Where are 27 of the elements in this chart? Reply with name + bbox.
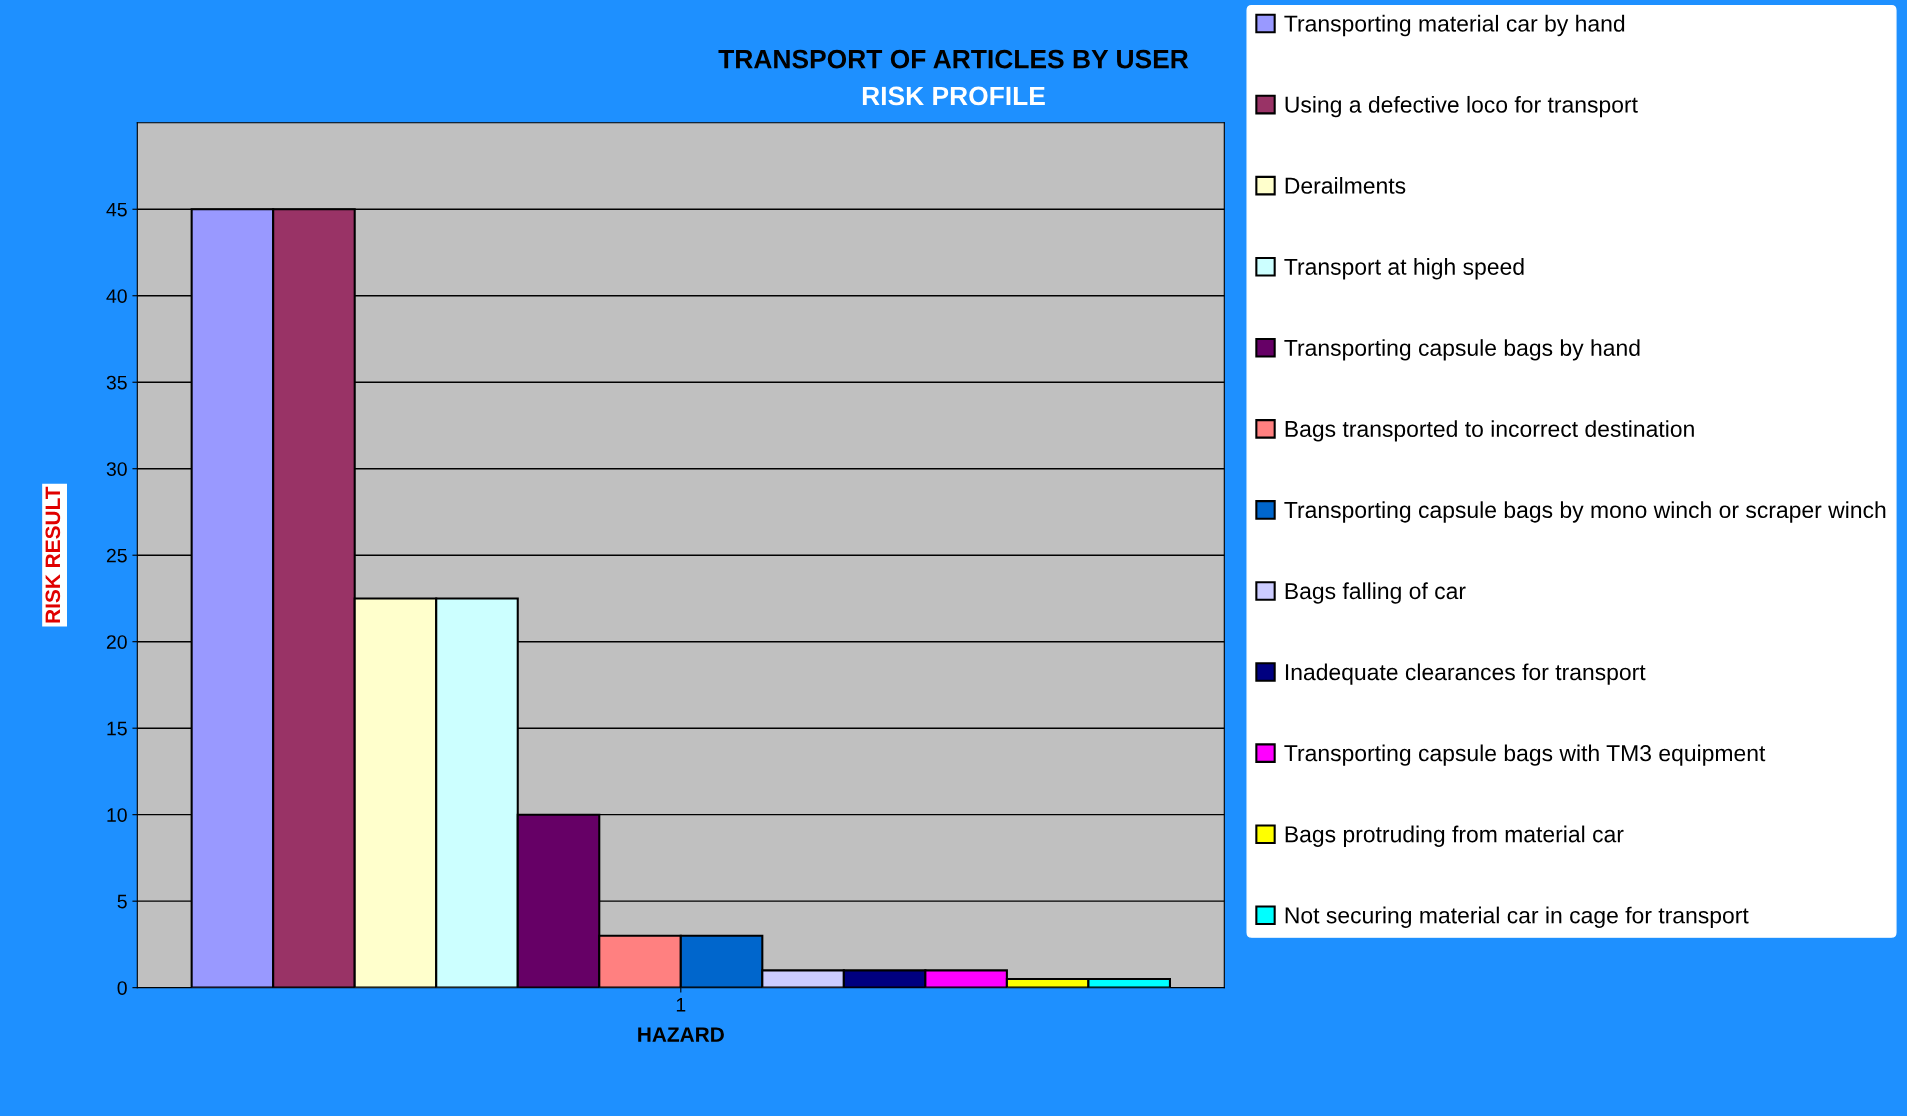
y-tick-label: 25 xyxy=(106,548,127,563)
y-tick-label: 30 xyxy=(106,462,127,476)
legend-label: Bags transported to incorrect destination xyxy=(1285,420,1694,442)
legend-label: Bags falling of car xyxy=(1285,582,1466,604)
x-tick-label: 1 xyxy=(676,998,686,1012)
y-tick-label: 15 xyxy=(107,721,127,736)
y-tick-label: 0 xyxy=(117,981,127,995)
y-tick-label: 5 xyxy=(117,894,127,909)
x-axis-title: HAZARD xyxy=(638,1027,724,1042)
y-tick-label: 45 xyxy=(106,202,127,217)
legend-label: Transport at high speed xyxy=(1284,258,1524,280)
y-axis-title: RISK RESULT xyxy=(45,486,61,623)
legend-label: Using a defective loco for transport xyxy=(1285,95,1638,118)
legend-label: Inadequate clearances for transport xyxy=(1285,663,1646,685)
chart-title: TRANSPORT OF ARTICLES BY USER xyxy=(718,49,1189,69)
legend-label: Not securing material car in cage for transport xyxy=(1285,906,1749,928)
chart-subtitle: RISK PROFILE xyxy=(862,86,1045,106)
y-tick-label: 20 xyxy=(106,635,127,649)
legend-label: Derailments xyxy=(1285,177,1406,194)
legend-label: Transporting capsule bags by hand xyxy=(1284,339,1640,361)
y-tick-label: 40 xyxy=(106,289,127,303)
legend-label: Transporting capsule bags by mono winch or scraper winch xyxy=(1284,501,1886,523)
legend-label: Transporting material car by hand xyxy=(1284,14,1625,37)
legend-label: Transporting capsule bags with TM3 equipment xyxy=(1284,744,1766,766)
legend-label: Bags protruding from material car xyxy=(1285,825,1624,847)
y-tick-label: 35 xyxy=(106,375,127,390)
y-tick-label: 10 xyxy=(107,808,127,822)
